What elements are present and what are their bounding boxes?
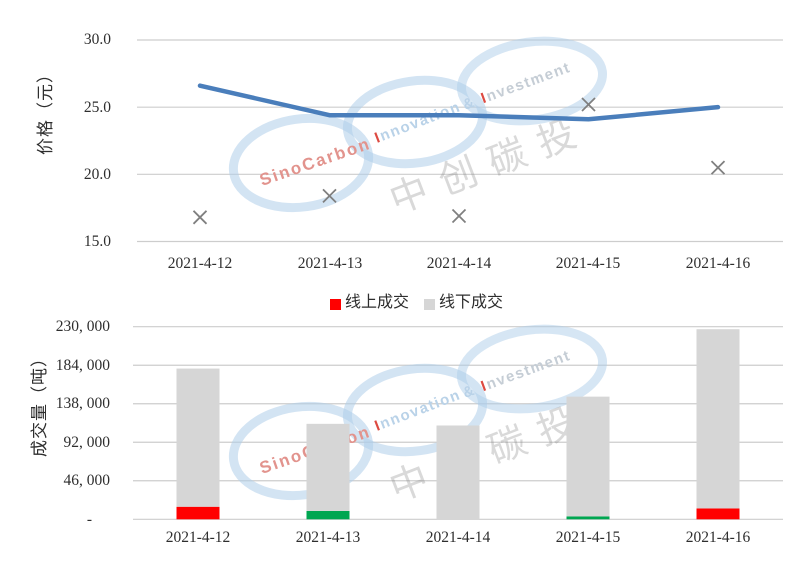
watermark-ring [456, 324, 608, 414]
bar-segment-online [566, 516, 610, 520]
bar-segment-online [306, 510, 350, 520]
legend-swatch-online [330, 299, 341, 310]
price-x-marker [451, 208, 467, 224]
x-marker-stroke [710, 160, 726, 175]
price-ytick-20: 20.0 [83, 166, 111, 183]
price-ytick-30: 30.0 [83, 31, 111, 48]
volume-ytick-zero: - [86, 511, 92, 528]
bar-segment-online [176, 506, 220, 520]
volume-ytick-138000: 138, 000 [55, 395, 110, 412]
x-marker-stroke [192, 210, 208, 225]
price-ytick-15: 15.0 [83, 233, 111, 250]
bar-segment-offline [306, 423, 350, 511]
watermark-logo: SinoCarbon Innovation &Investment 中 创 碳 … [228, 36, 608, 222]
price-xlabel-5: 2021-4-16 [685, 255, 751, 272]
volume-ytick-92000: 92, 000 [63, 434, 111, 451]
volume-xlabel-3: 2021-4-14 [425, 529, 491, 546]
x-marker-stroke [322, 188, 337, 203]
watermark-logo: SinoCarbon Innovation &Investment 中 创 碳 … [228, 324, 608, 510]
volume-ytick-184000: 184, 000 [55, 357, 110, 374]
series-marks-layer [176, 83, 740, 520]
price-xlabel-3: 2021-4-14 [426, 255, 492, 272]
bar-segment-online [696, 508, 740, 520]
volume-xlabel-1: 2021-4-12 [165, 529, 231, 546]
price-ytick-25: 25.0 [83, 99, 111, 116]
price-x-marker [322, 188, 337, 203]
price-xlabel-4: 2021-4-15 [555, 255, 621, 272]
volume-xlabel-4: 2021-4-15 [555, 529, 621, 546]
price-xlabel-2: 2021-4-13 [297, 255, 363, 272]
legend-swatch-offline [424, 299, 435, 310]
volume-xlabel-2: 2021-4-13 [295, 529, 361, 546]
legend-label-online: 线上成交 [345, 294, 410, 311]
bar-segment-offline [176, 368, 220, 507]
volume-xlabel-5: 2021-4-16 [685, 529, 751, 546]
bar-segment-offline [566, 396, 610, 517]
bar-segment-offline [696, 329, 740, 509]
volume-ytick-230000: 230, 000 [55, 318, 110, 335]
x-marker-stroke [581, 97, 596, 112]
price-xlabel-1: 2021-4-12 [167, 255, 233, 272]
legend-label-offline: 线下成交 [439, 294, 504, 311]
price-line-series [197, 83, 721, 122]
watermark-innovation-text: Innovation [372, 98, 463, 146]
price-x-marker [581, 97, 596, 112]
price-x-marker [192, 210, 208, 225]
bar-segment-offline [436, 425, 480, 520]
volume-ytick-46000: 46, 000 [63, 472, 111, 489]
x-marker-stroke [451, 208, 467, 224]
price-x-marker [710, 160, 726, 175]
